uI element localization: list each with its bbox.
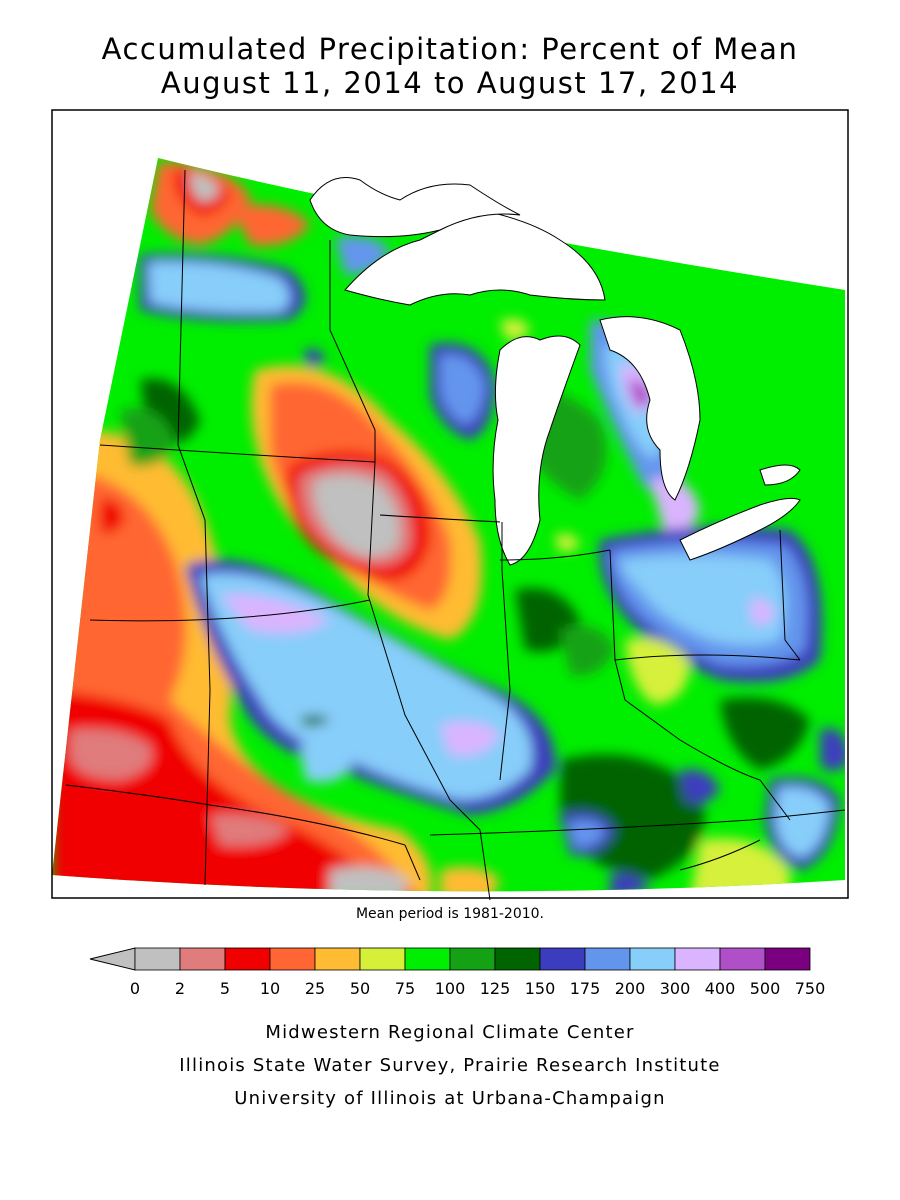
legend-box-14: [764, 947, 811, 971]
legend-box-7: [449, 947, 496, 971]
state-boundaries: [65, 169, 846, 901]
legend-tick-label: 75: [395, 979, 415, 998]
legend-box-3: [269, 947, 316, 971]
legend-tick-label: 175: [570, 979, 601, 998]
lake-ontario: [759, 464, 801, 486]
legend-tick-label: 750: [795, 979, 826, 998]
lake-erie: [679, 497, 801, 561]
legend-tick-labels: 0 2 5 10 25 50 75 100 125 150 175 200 300 400 500 750: [130, 979, 825, 998]
legend-box-4: [314, 947, 361, 971]
legend-box-2: [224, 947, 271, 971]
legend-box-6: [404, 947, 451, 971]
legend-tick-label: 50: [350, 979, 370, 998]
legend-box-13: [719, 947, 766, 971]
legend-box-8: [494, 947, 541, 971]
legend-tick-label: 150: [525, 979, 556, 998]
map-title-line-1: Accumulated Precipitation: Percent of Me…: [101, 32, 799, 66]
white-area-north: [309, 177, 521, 238]
legend-tick-label: 2: [175, 979, 185, 998]
credit-line-1: Midwestern Regional Climate Center: [265, 1022, 635, 1043]
lake-michigan: [492, 335, 581, 566]
legend-tick-label: 200: [615, 979, 646, 998]
legend-color-boxes: [134, 947, 811, 971]
legend-box-12: [674, 947, 721, 971]
legend-box-10: [584, 947, 631, 971]
map-title-line-2: August 11, 2014 to August 17, 2014: [160, 66, 740, 100]
map-frame: [51, 109, 849, 899]
legend-box-9: [539, 947, 586, 971]
credit-line-3: University of Illinois at Urbana-Champai…: [234, 1088, 666, 1109]
legend-box-1: [179, 947, 226, 971]
legend-tick-label: 400: [705, 979, 736, 998]
mean-period-note: Mean period is 1981-2010.: [356, 906, 544, 922]
legend-tick-label: 500: [750, 979, 781, 998]
legend-tick-label: 100: [435, 979, 466, 998]
lake-superior: [344, 209, 606, 306]
lake-huron: [599, 316, 701, 501]
legend-tick-label: 5: [220, 979, 230, 998]
legend-tick-label: 300: [660, 979, 691, 998]
legend-box-0: [134, 947, 181, 971]
legend-tick-label: 0: [130, 979, 140, 998]
legend-box-5: [359, 947, 406, 971]
legend-tick-label: 10: [260, 979, 280, 998]
legend-arrow: [89, 947, 136, 971]
great-lakes: [309, 177, 801, 566]
credit-line-2: Illinois State Water Survey, Prairie Res…: [179, 1055, 721, 1076]
legend-tick-label: 25: [305, 979, 325, 998]
legend-box-11: [629, 947, 676, 971]
legend-tick-label: 125: [480, 979, 511, 998]
